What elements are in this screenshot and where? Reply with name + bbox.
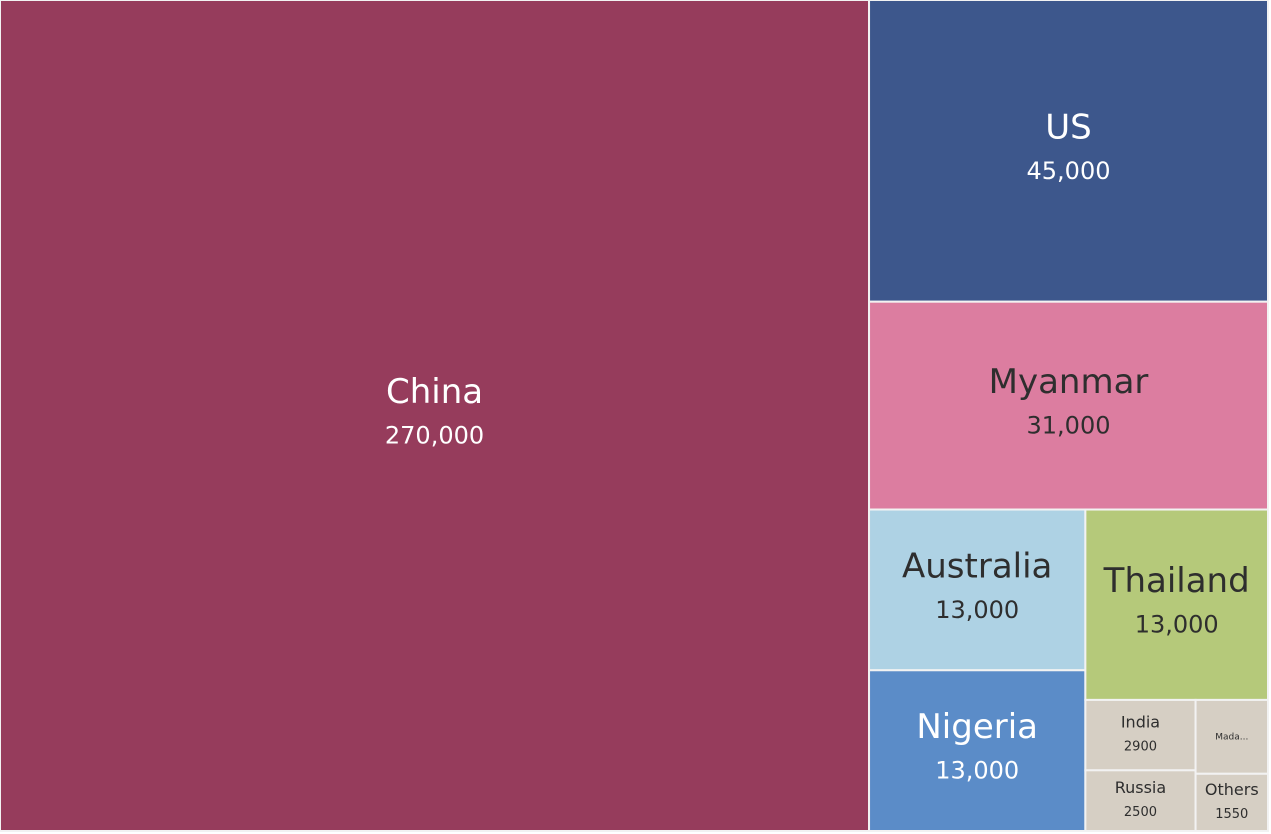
- value-label: 13,000: [1135, 611, 1219, 639]
- tile: [1084, 698, 1197, 772]
- value-label: 13,000: [935, 596, 1019, 624]
- tile-label: Myanmar: [989, 362, 1149, 402]
- tile: [1084, 508, 1269, 701]
- value-label: 2500: [1124, 805, 1157, 820]
- tile-label: Mada...: [1215, 732, 1248, 742]
- tile: [1194, 698, 1269, 775]
- tile: [868, 669, 1087, 833]
- tile: [868, 300, 1270, 511]
- tile: [868, 0, 1270, 303]
- tile-label: China: [386, 372, 483, 412]
- value-label: 45,000: [1027, 157, 1111, 185]
- tile-label: India: [1121, 713, 1160, 732]
- tile-label: Thailand: [1103, 561, 1250, 601]
- tile-label: US: [1045, 107, 1091, 147]
- tile-label: Nigeria: [916, 707, 1038, 747]
- value-label: 13,000: [935, 757, 1019, 785]
- tile-label: Russia: [1115, 778, 1166, 797]
- value-label: 2900: [1124, 740, 1157, 755]
- tile: [1194, 772, 1269, 832]
- tile: [868, 508, 1087, 672]
- tile-label: Australia: [902, 546, 1052, 586]
- value-label: 31,000: [1027, 412, 1111, 440]
- value-label: 1550: [1215, 807, 1248, 822]
- value-label: 270,000: [385, 422, 484, 450]
- tile: [0, 0, 871, 832]
- tile-label: Others: [1205, 780, 1259, 799]
- tile: [1084, 769, 1197, 833]
